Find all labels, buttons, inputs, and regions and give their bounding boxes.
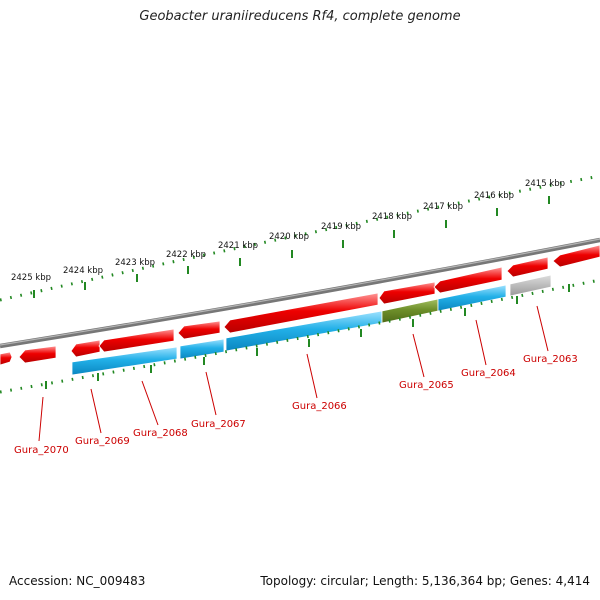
forward-gene	[177, 320, 221, 340]
gene-label: Gura_2067	[191, 419, 246, 430]
gene-label: Gura_2064	[461, 368, 516, 379]
forward-gene	[18, 345, 57, 364]
scale-label: 2421 kbp	[218, 241, 258, 251]
gene-label: Gura_2070	[14, 445, 69, 456]
callout-line	[306, 353, 318, 399]
gene-callouts	[38, 305, 549, 442]
reverse-gene	[179, 338, 225, 360]
scale-label: 2425 kbp	[11, 273, 51, 283]
callout-line	[90, 388, 102, 434]
scale-label: 2420 kbp	[269, 232, 309, 242]
scale-label: 2419 kbp	[321, 222, 361, 232]
major-ticks-inner	[45, 284, 570, 389]
pseudo-gene	[509, 274, 552, 297]
scale-label: 2415 kbp	[525, 179, 565, 189]
gene-label: Gura_2068	[133, 428, 188, 439]
callout-line	[141, 380, 159, 426]
callout-line	[536, 305, 549, 352]
callout-line	[412, 333, 425, 378]
callout-line	[475, 319, 487, 366]
forward-gene	[378, 281, 436, 305]
major-ticks-outer	[33, 196, 550, 298]
scale-label: 2423 kbp	[115, 258, 155, 268]
gene-label: Gura_2063	[523, 354, 578, 365]
gene-label: Gura_2066	[292, 401, 347, 412]
topology-label: Topology: circular; Length: 5,136,364 bp…	[260, 574, 590, 588]
scale-label: 2418 kbp	[372, 212, 412, 222]
map-title: Geobacter uraniireducens Rf4, complete g…	[139, 9, 461, 24]
reverse-strand-genes	[71, 274, 552, 376]
scale-label: 2422 kbp	[166, 250, 206, 260]
gene-label: Gura_2065	[399, 380, 454, 391]
forward-strand-genes	[0, 244, 600, 366]
forward-gene	[98, 328, 175, 353]
scale-label: 2416 kbp	[474, 191, 514, 201]
forward-gene	[70, 339, 101, 358]
forward-gene	[433, 266, 503, 294]
gene-label: Gura_2069	[75, 436, 130, 447]
reverse-gene	[71, 346, 178, 376]
scale-label: 2424 kbp	[63, 266, 103, 276]
genome-backbone-highlight	[0, 238, 600, 346]
reverse-gene	[437, 284, 507, 312]
callout-line	[205, 371, 217, 416]
accession-label: Accession: NC_009483	[9, 574, 146, 588]
callout-line	[38, 396, 44, 442]
forward-gene	[0, 351, 13, 366]
forward-gene	[506, 256, 549, 278]
genome-backbone	[0, 237, 600, 349]
forward-gene	[552, 244, 600, 268]
forward-gene	[223, 292, 379, 334]
scale-label: 2417 kbp	[423, 202, 463, 212]
